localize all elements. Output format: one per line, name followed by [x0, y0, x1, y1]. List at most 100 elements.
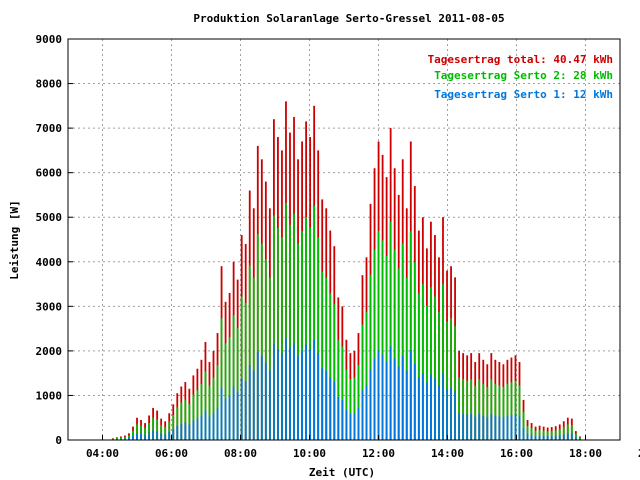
y-tick-label: 7000 — [36, 122, 63, 135]
bar-serto2 — [534, 430, 537, 440]
x-tick-label: 14:00 — [431, 447, 464, 460]
bar-serto2 — [196, 390, 199, 440]
x-tick-label: 08:00 — [224, 447, 257, 460]
y-tick-label: 1000 — [36, 389, 63, 402]
bar-serto1 — [192, 420, 195, 440]
bar-serto2 — [140, 425, 142, 440]
bar-serto2 — [124, 436, 126, 440]
x-tick-label: 06:00 — [155, 447, 188, 460]
bar-serto1 — [144, 434, 146, 440]
bar-serto2 — [180, 402, 183, 440]
bar-serto1 — [369, 369, 372, 440]
bar-serto2 — [176, 407, 179, 440]
bar-serto1 — [337, 397, 340, 440]
bar-serto1 — [518, 416, 521, 440]
bar-serto2 — [120, 437, 122, 440]
bar-serto2 — [401, 243, 404, 440]
bar-serto1 — [421, 373, 424, 440]
bar-serto1 — [224, 398, 227, 440]
bar-serto2 — [349, 379, 352, 440]
bar-serto1 — [498, 416, 501, 440]
bar-serto2 — [216, 365, 219, 440]
bar-serto2 — [244, 302, 247, 440]
bar-serto2 — [430, 287, 432, 440]
bar-serto2 — [417, 293, 420, 440]
bar-serto1 — [574, 437, 577, 440]
bar-serto1 — [514, 414, 517, 440]
bar-serto1 — [482, 415, 485, 440]
bar-serto2 — [160, 425, 163, 440]
bar-serto1 — [172, 429, 175, 440]
bar-serto1 — [570, 433, 573, 440]
bar-serto2 — [256, 234, 259, 440]
bar-serto2 — [148, 422, 150, 440]
bar-serto1 — [305, 344, 308, 440]
bar-serto2 — [285, 202, 287, 440]
bar-serto1 — [546, 436, 549, 440]
bar-serto1 — [470, 413, 473, 440]
bar-serto1 — [442, 373, 444, 440]
bar-serto1 — [474, 416, 477, 440]
bar-serto2 — [309, 227, 312, 440]
bar-serto1 — [405, 370, 408, 440]
bar-serto2 — [538, 430, 541, 440]
bar-serto1 — [293, 343, 295, 440]
y-tick-label: 0 — [55, 434, 62, 447]
bar-serto1 — [434, 378, 436, 440]
bar-serto1 — [148, 432, 150, 440]
x-tick-label: 20:00 — [638, 447, 640, 460]
bar-serto2 — [337, 340, 340, 440]
bar-serto1 — [180, 423, 183, 440]
y-tick-label: 5000 — [36, 211, 63, 224]
bar-serto1 — [486, 417, 489, 440]
bar-serto2 — [144, 428, 146, 440]
bar-serto1 — [136, 433, 138, 440]
bar-serto1 — [248, 365, 251, 440]
bar-serto2 — [434, 296, 436, 440]
bar-serto2 — [156, 419, 159, 440]
bar-serto1 — [558, 435, 561, 440]
bar-serto2 — [566, 424, 569, 440]
bar-serto1 — [538, 435, 541, 440]
bar-serto2 — [482, 383, 485, 440]
bar-serto2 — [570, 425, 573, 440]
bar-serto2 — [514, 380, 517, 440]
bar-serto2 — [454, 326, 456, 440]
bar-serto1 — [522, 427, 525, 440]
bar-serto1 — [454, 391, 456, 440]
bar-serto2 — [325, 277, 328, 440]
plot-frame — [67, 38, 621, 441]
bar-serto2 — [438, 312, 440, 440]
bar-serto2 — [281, 237, 283, 440]
bar-serto1 — [204, 410, 207, 440]
bar-serto1 — [156, 431, 159, 440]
bar-serto1 — [409, 350, 412, 440]
bar-serto1 — [333, 381, 336, 440]
x-axis-ticks: 04:00 06:00 08:00 10:00 12:00 14:00 16:00 18:00… — [86, 435, 640, 460]
bar-serto2 — [164, 426, 167, 440]
bar-serto2 — [470, 379, 473, 440]
bar-serto1 — [417, 377, 420, 440]
bar-serto1 — [128, 438, 130, 440]
y-tick-label: 8000 — [36, 78, 63, 91]
bar-serto2 — [132, 430, 134, 440]
bar-serto2 — [212, 377, 215, 440]
y-axis-label: Leistung [W] — [8, 200, 21, 279]
bar-serto1 — [196, 418, 199, 440]
bar-serto2 — [240, 296, 243, 440]
bar-serto2 — [236, 327, 239, 440]
bar-serto2 — [421, 284, 424, 440]
legend-serto1: Tagesertrag Serto 1: 12 kWh — [434, 88, 613, 101]
bar-serto1 — [385, 361, 388, 440]
bar-serto1 — [438, 385, 440, 440]
bar-serto1 — [526, 433, 529, 440]
bar-serto2 — [498, 385, 501, 440]
bar-serto2 — [168, 421, 171, 440]
bar-serto1 — [232, 386, 235, 440]
y-axis-ticks: 0 1000 2000 3000 4000 5000 6000 7000 8000 9000 — [36, 33, 73, 447]
bar-serto2 — [289, 224, 291, 440]
bar-serto1 — [458, 413, 460, 440]
bar-serto2 — [518, 385, 521, 440]
bar-serto2 — [373, 249, 376, 440]
bar-serto1 — [357, 407, 360, 440]
